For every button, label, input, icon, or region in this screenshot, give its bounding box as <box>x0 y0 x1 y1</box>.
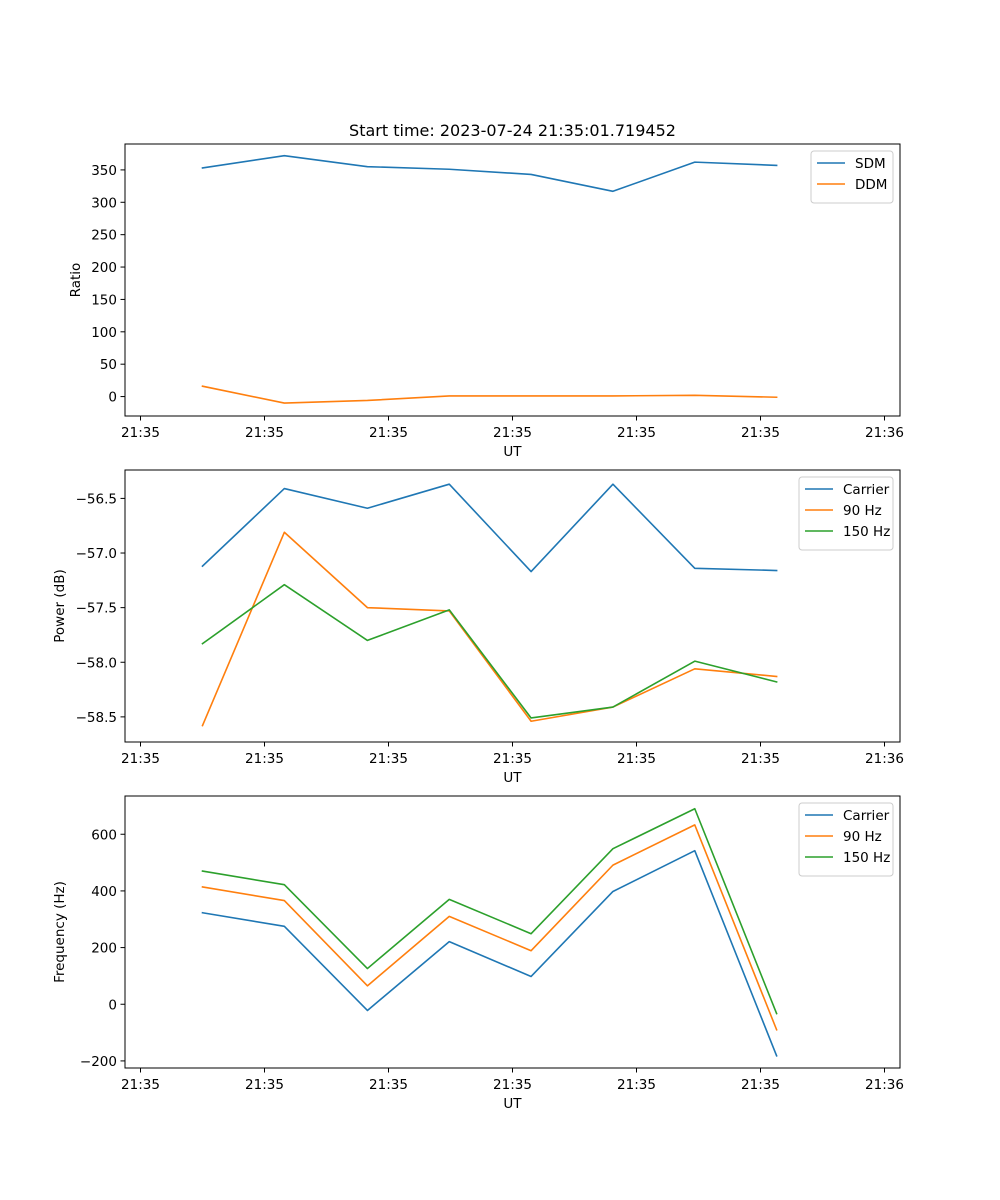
x-axis-label: UT <box>503 444 522 460</box>
x-tick-label: 21:35 <box>369 1077 408 1093</box>
y-axis-label: Power (dB) <box>52 569 68 642</box>
y-tick-label: 50 <box>100 357 117 373</box>
y-tick-label: −57.5 <box>76 601 117 617</box>
x-axis-label: UT <box>503 770 522 786</box>
y-tick-label: 250 <box>91 228 117 244</box>
y-tick-label: −58.0 <box>76 655 117 671</box>
x-tick-label: 21:35 <box>741 751 780 767</box>
legend-label: SDM <box>855 156 886 172</box>
series-line-carrier <box>201 483 778 573</box>
x-tick-label: 21:36 <box>865 751 904 767</box>
x-tick-label: 21:36 <box>865 1077 904 1093</box>
x-tick-label: 21:35 <box>741 425 780 441</box>
y-tick-label: −58.5 <box>76 710 117 726</box>
x-tick-label: 21:36 <box>865 425 904 441</box>
figure-title: Start time: 2023-07-24 21:35:01.719452 <box>349 121 676 140</box>
legend-label: DDM <box>855 177 887 193</box>
series-line-carrier <box>201 849 778 1057</box>
axes-frame <box>124 795 901 1069</box>
x-tick-label: 21:35 <box>245 1077 284 1093</box>
x-tick-label: 21:35 <box>369 425 408 441</box>
x-tick-label: 21:35 <box>121 751 160 767</box>
y-tick-label: 600 <box>91 827 117 843</box>
x-tick-label: 21:35 <box>121 425 160 441</box>
y-tick-label: 300 <box>91 195 117 211</box>
x-tick-label: 21:35 <box>617 751 656 767</box>
legend-label: 150 Hz <box>843 524 890 540</box>
x-tick-label: 21:35 <box>245 425 284 441</box>
series-line-90-hz <box>201 824 778 1031</box>
legend-box <box>810 150 894 204</box>
y-tick-label: −56.5 <box>76 491 117 507</box>
legend-label: 90 Hz <box>843 503 882 519</box>
axes-frame <box>124 469 901 743</box>
x-tick-label: 21:35 <box>741 1077 780 1093</box>
axes-frame <box>124 143 901 417</box>
x-tick-label: 21:35 <box>617 1077 656 1093</box>
y-tick-label: 0 <box>108 390 117 406</box>
legend-label: Carrier <box>843 808 890 824</box>
y-tick-label: 100 <box>91 325 117 341</box>
legend: Carrier 90 Hz 150 Hz <box>798 802 894 877</box>
x-tick-label: 21:35 <box>245 751 284 767</box>
y-tick-label: 150 <box>91 292 117 308</box>
series-line-ddm <box>201 385 778 404</box>
x-tick-label: 21:35 <box>493 425 532 441</box>
legend: Carrier 90 Hz 150 Hz <box>798 476 894 551</box>
subplot-stack: 21:35 21:35 21:35 21:35 21:35 21:35 21:36 0 50 10… <box>52 143 904 1112</box>
series-line-150-hz <box>201 807 778 1015</box>
y-axis-label: Ratio <box>68 263 84 298</box>
y-tick-label: −200 <box>80 1054 117 1070</box>
y-axis-label: Frequency (Hz) <box>52 881 68 983</box>
series-line-90-hz <box>201 531 778 727</box>
x-tick-label: 21:35 <box>493 751 532 767</box>
y-tick-label: 0 <box>108 997 117 1013</box>
legend-label: 150 Hz <box>843 850 890 866</box>
x-tick-label: 21:35 <box>369 751 408 767</box>
legend-label: Carrier <box>843 482 890 498</box>
x-axis-label: UT <box>503 1096 522 1112</box>
y-tick-label: 350 <box>91 163 117 179</box>
legend: SDM DDM <box>810 150 894 204</box>
subplot-1: 21:35 21:35 21:35 21:35 21:35 21:35 21:36 0 50 10… <box>68 143 904 460</box>
y-tick-label: 200 <box>91 941 117 957</box>
y-tick-label: 400 <box>91 884 117 900</box>
y-tick-label: 200 <box>91 260 117 276</box>
x-tick-label: 21:35 <box>121 1077 160 1093</box>
x-tick-label: 21:35 <box>493 1077 532 1093</box>
subplot-3: 21:35 21:35 21:35 21:35 21:35 21:35 21:36 −200 0… <box>52 795 904 1112</box>
series-line-150-hz <box>201 583 778 719</box>
series-line-sdm <box>201 154 778 193</box>
y-tick-label: −57.0 <box>76 546 117 562</box>
subplot-2: 21:35 21:35 21:35 21:35 21:35 21:35 21:36 −58.5… <box>52 469 904 786</box>
x-tick-label: 21:35 <box>617 425 656 441</box>
legend-label: 90 Hz <box>843 829 882 845</box>
